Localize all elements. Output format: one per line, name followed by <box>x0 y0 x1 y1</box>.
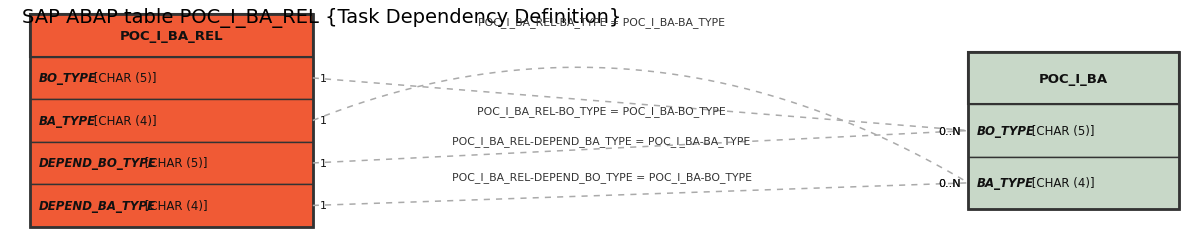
Text: 1: 1 <box>320 74 327 84</box>
Text: 1: 1 <box>320 158 327 168</box>
Bar <box>30 57 313 100</box>
Bar <box>30 15 313 227</box>
Text: 1: 1 <box>320 201 327 211</box>
Bar <box>968 157 1179 209</box>
Text: POC_I_BA_REL-DEPEND_BA_TYPE = POC_I_BA-BA_TYPE: POC_I_BA_REL-DEPEND_BA_TYPE = POC_I_BA-B… <box>452 136 751 147</box>
Text: POC_I_BA_REL: POC_I_BA_REL <box>119 30 224 43</box>
Bar <box>968 53 1179 209</box>
Text: 0..N: 0..N <box>938 178 961 188</box>
Bar <box>30 184 313 227</box>
Text: POC_I_BA_REL-BO_TYPE = POC_I_BA-BO_TYPE: POC_I_BA_REL-BO_TYPE = POC_I_BA-BO_TYPE <box>478 105 725 116</box>
Text: POC_I_BA: POC_I_BA <box>1039 73 1108 85</box>
Text: [CHAR (4)]: [CHAR (4)] <box>1029 177 1095 190</box>
Text: POC_I_BA_REL-DEPEND_BO_TYPE = POC_I_BA-BO_TYPE: POC_I_BA_REL-DEPEND_BO_TYPE = POC_I_BA-B… <box>451 171 752 182</box>
Text: BA_TYPE: BA_TYPE <box>38 114 95 128</box>
Bar <box>30 15 313 57</box>
Text: 1: 1 <box>320 116 327 126</box>
Bar <box>30 100 313 142</box>
Text: BA_TYPE: BA_TYPE <box>977 177 1033 190</box>
Bar <box>968 105 1179 157</box>
Bar <box>30 142 313 184</box>
Text: DEPEND_BO_TYPE: DEPEND_BO_TYPE <box>38 157 156 170</box>
Text: [CHAR (4)]: [CHAR (4)] <box>141 199 208 212</box>
Bar <box>968 53 1179 105</box>
Text: 0..N: 0..N <box>938 126 961 136</box>
Text: [CHAR (5)]: [CHAR (5)] <box>90 72 156 85</box>
Text: 0..N: 0..N <box>938 178 961 188</box>
Text: [CHAR (4)]: [CHAR (4)] <box>90 114 156 128</box>
Text: DEPEND_BA_TYPE: DEPEND_BA_TYPE <box>38 199 155 212</box>
Text: [CHAR (5)]: [CHAR (5)] <box>1029 124 1095 138</box>
Text: SAP ABAP table POC_I_BA_REL {Task Dependency Definition}: SAP ABAP table POC_I_BA_REL {Task Depend… <box>22 8 621 27</box>
Text: BO_TYPE: BO_TYPE <box>977 124 1035 138</box>
Text: BO_TYPE: BO_TYPE <box>38 72 96 85</box>
Text: POC_I_BA_REL-BA_TYPE = POC_I_BA-BA_TYPE: POC_I_BA_REL-BA_TYPE = POC_I_BA-BA_TYPE <box>478 17 725 28</box>
Text: [CHAR (5)]: [CHAR (5)] <box>141 157 207 170</box>
Text: 0..N: 0..N <box>938 126 961 136</box>
